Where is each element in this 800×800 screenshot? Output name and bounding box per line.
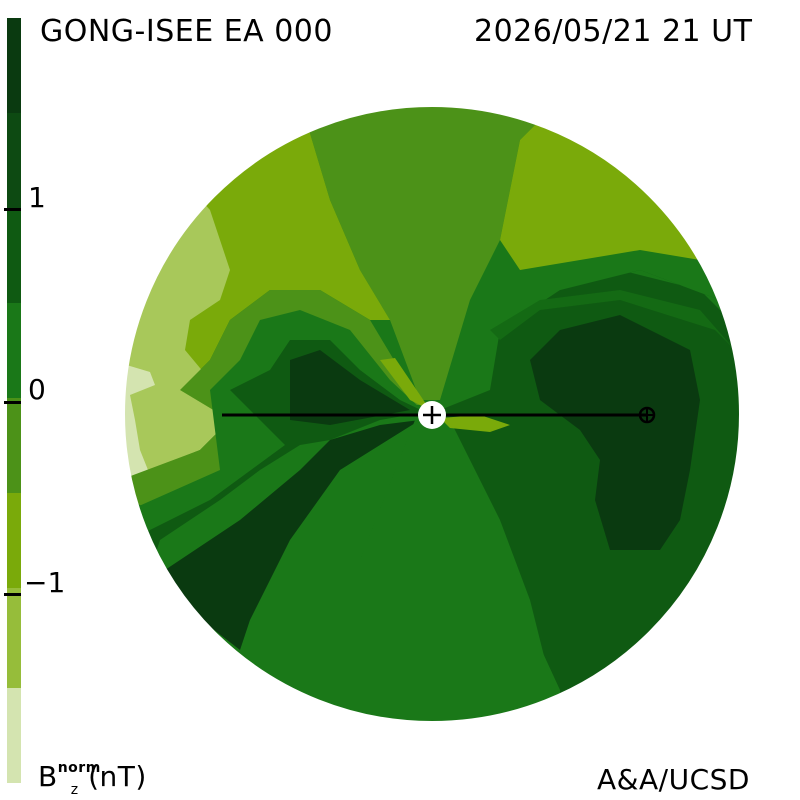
units-subscript: z bbox=[70, 782, 79, 798]
map-region bbox=[300, 106, 560, 400]
colorbar-tickmark bbox=[4, 208, 21, 211]
credit-label: A&A/UCSD bbox=[597, 763, 750, 796]
colorbar-tick-label: 1 bbox=[28, 181, 46, 214]
map-region bbox=[330, 420, 555, 722]
map-region bbox=[150, 420, 420, 650]
colorbar-segment bbox=[7, 493, 21, 588]
colorbar-segment bbox=[7, 588, 21, 688]
plot-title: GONG-ISEE EA 000 bbox=[40, 14, 333, 49]
colorbar-segment bbox=[7, 113, 21, 208]
colorbar-segment bbox=[7, 18, 21, 113]
colorbar-tick-label: −1 bbox=[24, 566, 66, 599]
timestamp: 2026/05/21 21 UT bbox=[474, 14, 753, 49]
colorbar-segment bbox=[7, 208, 21, 303]
colorbar-tickmark bbox=[4, 401, 21, 404]
map-region bbox=[380, 358, 430, 410]
colorbar-segment bbox=[7, 303, 21, 398]
map-region bbox=[520, 270, 740, 330]
colorbar-segment bbox=[7, 688, 21, 783]
units-label: Bnorm z (nT) bbox=[38, 760, 147, 798]
colorbar-tick-label: 0 bbox=[28, 373, 46, 406]
map-region bbox=[440, 415, 510, 432]
map-region bbox=[490, 290, 735, 350]
map-disk-edge bbox=[123, 105, 741, 723]
map-region bbox=[124, 360, 155, 480]
colorbar-segment bbox=[7, 398, 21, 493]
units-superscript: norm bbox=[57, 760, 101, 776]
units-text: (nT) bbox=[88, 760, 147, 793]
colorbar-tickmark bbox=[4, 593, 21, 596]
map-region bbox=[530, 315, 700, 550]
units-symbol: B bbox=[38, 760, 58, 793]
map-region bbox=[290, 350, 410, 425]
colorbar bbox=[7, 18, 21, 783]
